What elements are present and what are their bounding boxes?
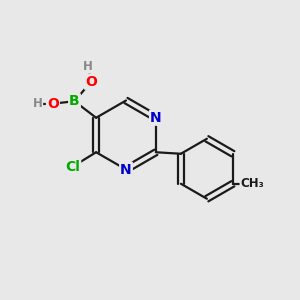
Text: O: O: [47, 97, 59, 111]
Text: CH₃: CH₃: [241, 177, 264, 190]
Text: O: O: [85, 75, 97, 89]
Text: N: N: [150, 111, 162, 125]
Text: N: N: [120, 163, 132, 176]
Text: H: H: [32, 97, 42, 110]
Text: Cl: Cl: [65, 160, 80, 174]
Text: B: B: [69, 94, 80, 108]
Text: H: H: [83, 60, 93, 73]
